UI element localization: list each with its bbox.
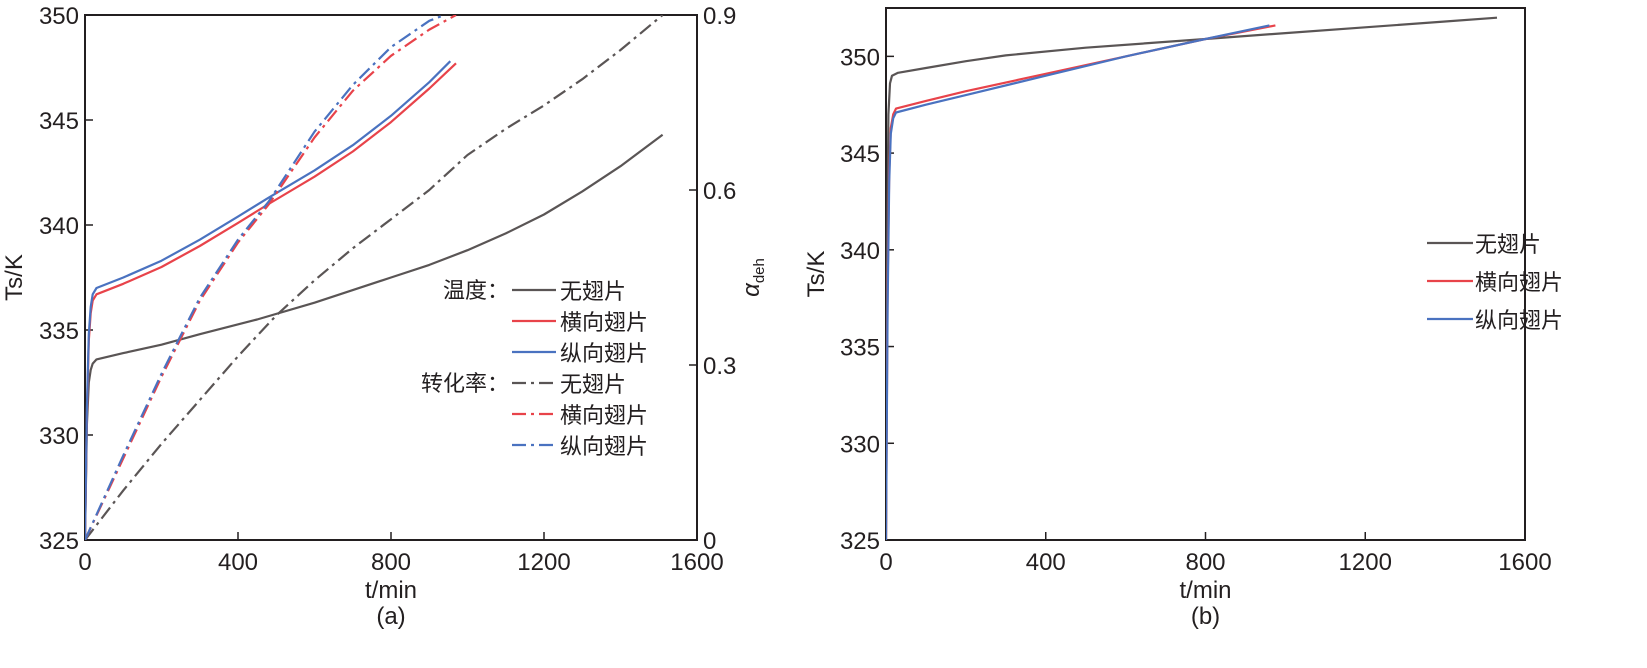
- x-tick-label: 1200: [1339, 549, 1392, 576]
- chart-panel-a: 0 400 800 1200 1600 325 330 335 340 345 350 0 0.3 0.6…: [1, 3, 768, 630]
- x-tick-label: 800: [371, 549, 411, 576]
- y-tick-label: 330: [39, 423, 79, 450]
- x-tick-label: 400: [1026, 549, 1066, 576]
- legend-label: 横向翅片: [1475, 271, 1563, 296]
- panel-label: (a): [376, 603, 405, 630]
- y-tick-label: 350: [39, 3, 79, 30]
- legend-group-conv: 转化率：: [421, 372, 509, 397]
- y-tick-label: 340: [39, 213, 79, 240]
- y-tick-label: 325: [39, 528, 79, 555]
- y-axis-label: Ts/K: [803, 251, 830, 298]
- y2-tick-label: 0.6: [703, 178, 736, 205]
- x-tick-label: 1600: [1498, 549, 1551, 576]
- x-tick-label: 0: [78, 549, 91, 576]
- x-axis-label: t/min: [1179, 577, 1231, 604]
- y2-tick-label: 0.9: [703, 3, 736, 30]
- x-tick-label: 0: [879, 549, 892, 576]
- y-axis-label: Ts/K: [1, 254, 28, 301]
- series-line-1: [886, 24, 1276, 540]
- y-tick-label: 335: [840, 335, 880, 362]
- legend-label: 横向翅片: [560, 404, 648, 429]
- chart-panel-b: 0 400 800 1200 1600 325 330 335 340 345 350 t/min(b…: [803, 7, 1563, 630]
- y-tick-label: 340: [840, 238, 880, 265]
- y-tick-label: 350: [840, 44, 880, 71]
- legend-group-temp: 温度：: [443, 279, 509, 304]
- series-line-3: [85, 15, 664, 540]
- y2-tick-label: 0: [703, 528, 716, 555]
- panel-label: (b): [1191, 603, 1220, 630]
- series-line-2: [886, 24, 1270, 540]
- legend-label: 纵向翅片: [560, 435, 648, 460]
- series-line-0: [886, 16, 1498, 540]
- y-tick-label: 335: [39, 318, 79, 345]
- y2-tick-label: 0.3: [703, 353, 736, 380]
- y2-axis-label: αdeh: [738, 258, 768, 297]
- x-tick-label: 1600: [670, 549, 723, 576]
- series-line-0: [85, 133, 664, 540]
- legend-label: 纵向翅片: [1475, 309, 1563, 334]
- series-line-2: [85, 60, 452, 540]
- x-tick-label: 1200: [517, 549, 570, 576]
- legend-label: 无翅片: [560, 373, 626, 398]
- x-tick-label: 800: [1185, 549, 1225, 576]
- x-tick-label: 400: [218, 549, 258, 576]
- legend-label: 无翅片: [560, 280, 626, 305]
- x-axis-label: t/min: [365, 577, 417, 604]
- legend-label: 纵向翅片: [560, 342, 648, 367]
- y-tick-label: 345: [39, 108, 79, 135]
- series-line-4: [85, 15, 457, 540]
- series-line-5: [85, 15, 445, 540]
- y-tick-label: 325: [840, 528, 880, 555]
- legend-label: 无翅片: [1475, 233, 1541, 258]
- legend-label: 横向翅片: [560, 311, 648, 336]
- y-tick-label: 330: [840, 431, 880, 458]
- y-tick-label: 345: [840, 141, 880, 168]
